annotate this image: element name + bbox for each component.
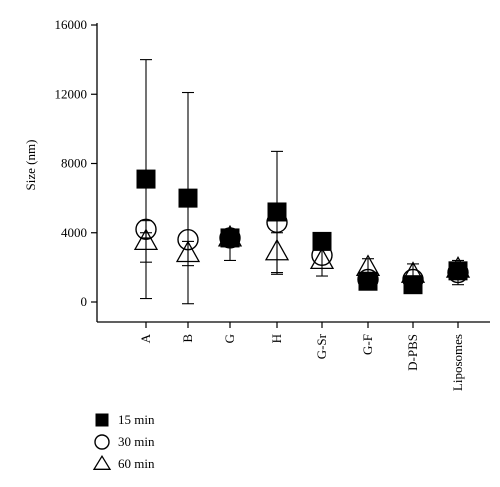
x-tick-label: B bbox=[180, 334, 195, 343]
legend-marker bbox=[94, 434, 110, 450]
legend-label: 60 min bbox=[118, 456, 155, 471]
y-tick-label: 0 bbox=[81, 294, 88, 309]
x-tick-labels: A B G H G-Sr G-F D-PBS Liposomes bbox=[138, 322, 465, 391]
data-point bbox=[217, 224, 243, 247]
legend-marker bbox=[92, 454, 112, 470]
x-tick-label: A bbox=[138, 333, 153, 343]
data-point bbox=[403, 275, 423, 295]
axes bbox=[96, 23, 490, 323]
data-point bbox=[175, 240, 201, 263]
data-point bbox=[400, 261, 426, 283]
data-point bbox=[357, 268, 379, 291]
data-point bbox=[355, 254, 381, 276]
x-tick-label: G-Sr bbox=[314, 333, 329, 359]
x-tick-label: Liposomes bbox=[450, 334, 465, 391]
x-tick-label: D-PBS bbox=[405, 334, 420, 371]
y-tick-label: 12000 bbox=[55, 86, 88, 101]
y-tick-label: 8000 bbox=[61, 156, 87, 171]
legend-label: 30 min bbox=[118, 434, 155, 449]
data-point bbox=[445, 256, 471, 278]
y-axis-title: Size (nm) bbox=[23, 140, 38, 191]
markers bbox=[133, 169, 471, 295]
x-tick-label: H bbox=[269, 334, 284, 343]
x-tick-label: G bbox=[222, 334, 237, 343]
data-point bbox=[177, 228, 199, 251]
legend-marker bbox=[95, 413, 109, 427]
legend-label: 15 min bbox=[118, 412, 155, 427]
data-point bbox=[135, 218, 157, 240]
data-point bbox=[219, 227, 241, 249]
data-point bbox=[264, 238, 290, 261]
y-tick-label: 16000 bbox=[55, 17, 88, 32]
legend: 15 min 30 min 60 min bbox=[92, 412, 155, 471]
x-tick-label: G-F bbox=[360, 334, 375, 355]
y-ticks: 0 4000 8000 12000 16000 bbox=[55, 17, 97, 309]
y-tick-label: 4000 bbox=[61, 225, 87, 240]
data-point bbox=[178, 188, 198, 208]
data-point bbox=[136, 169, 156, 189]
data-point bbox=[311, 244, 333, 266]
data-point bbox=[358, 271, 378, 291]
data-point bbox=[309, 247, 335, 270]
data-point bbox=[266, 211, 288, 234]
data-point bbox=[447, 261, 469, 284]
data-point bbox=[133, 228, 159, 250]
